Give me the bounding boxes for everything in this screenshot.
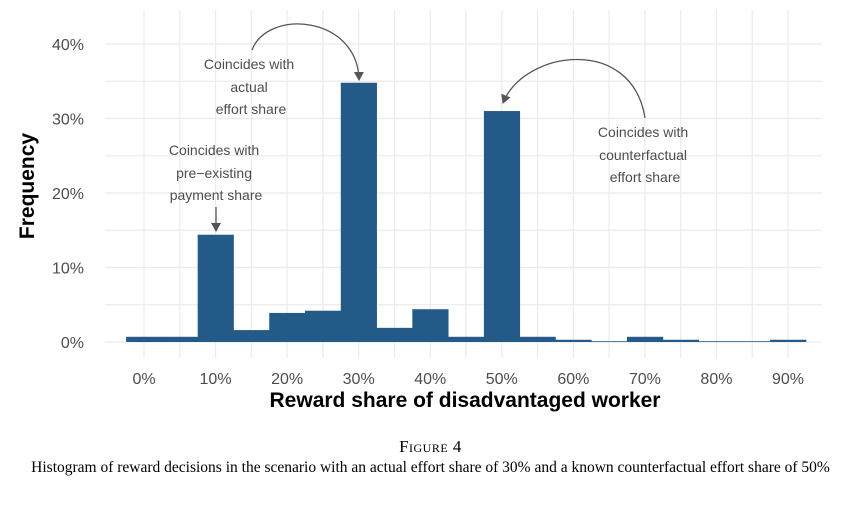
- y-tick-label-3: 30%: [52, 112, 84, 129]
- figure-caption: Histogram of reward decisions in the sce…: [31, 459, 830, 476]
- histogram-bar-13: [591, 341, 628, 343]
- annotation-counterfactual-line-3: effort share: [610, 169, 681, 185]
- y-tick-label-4: 40%: [52, 37, 84, 54]
- histogram-bar-2: [197, 234, 234, 342]
- histogram-bar-16: [698, 341, 735, 343]
- annotations: Coincides with pre−existing payment shar…: [169, 23, 692, 232]
- annotation-preexisting-line-2: pre−existing: [176, 165, 252, 181]
- annotation-actual-line-3: effort share: [216, 101, 287, 117]
- annotation-preexisting-line-1: Coincides with: [169, 142, 259, 158]
- annotation-counterfactual-line-1: Coincides with: [598, 124, 688, 140]
- x-axis-ticks: 0% 10% 20% 30% 40% 50% 60% 70% 80% 90%: [132, 371, 804, 388]
- x-tick-label-1: 10%: [200, 371, 232, 388]
- x-tick-label-0: 0%: [132, 371, 155, 388]
- histogram-bar-1: [161, 336, 199, 342]
- histogram-bar-8: [412, 309, 449, 342]
- x-tick-label-8: 80%: [700, 371, 732, 388]
- histogram-bar-12: [555, 339, 592, 342]
- annotation-actual: Coincides with actual effort share: [204, 56, 298, 117]
- arrow-counterfactual: [501, 58, 646, 119]
- y-tick-label-2: 20%: [52, 186, 84, 203]
- annotation-preexisting: Coincides with pre−existing payment shar…: [169, 142, 263, 203]
- bars: [126, 82, 807, 343]
- histogram-bar-7: [376, 327, 413, 342]
- annotation-counterfactual-line-2: counterfactual: [599, 147, 687, 163]
- histogram-bar-11: [519, 336, 556, 342]
- histogram-bar-18: [770, 339, 807, 342]
- histogram-bar-14: [627, 336, 664, 342]
- x-tick-label-3: 30%: [343, 371, 375, 388]
- figure-label: Figure 4: [399, 437, 462, 456]
- histogram-bar-4: [269, 312, 306, 342]
- histogram-chart: 0% 10% 20% 30% 40% 0% 10% 20% 30% 40% 50% 60% 70% 80…: [16, 10, 822, 412]
- histogram-bar-17: [734, 341, 771, 343]
- annotation-counterfactual: Coincides with counterfactual effort sha…: [598, 124, 692, 185]
- annotation-preexisting-line-3: payment share: [170, 187, 263, 203]
- x-tick-label-2: 20%: [271, 371, 303, 388]
- x-tick-label-7: 70%: [629, 371, 661, 388]
- annotation-actual-line-1: Coincides with: [204, 56, 294, 72]
- histogram-bar-15: [662, 339, 699, 342]
- histogram-bar-0: [126, 336, 163, 342]
- x-axis-title: Reward share of disadvantaged worker: [270, 389, 661, 412]
- arrow-actual: [251, 23, 364, 81]
- figure-caption-block: Figure 4 Histogram of reward decisions i…: [0, 436, 861, 478]
- y-tick-label-1: 10%: [52, 261, 84, 278]
- histogram-bar-6: [340, 82, 377, 343]
- histogram-bar-10: [483, 111, 521, 342]
- annotation-actual-line-2: actual: [230, 79, 267, 95]
- y-axis-ticks: 0% 10% 20% 30% 40%: [52, 37, 84, 352]
- x-tick-label-9: 90%: [772, 371, 804, 388]
- y-axis-title: Frequency: [16, 133, 39, 240]
- histogram-bar-5: [305, 310, 342, 342]
- y-tick-label-0: 0%: [61, 335, 84, 352]
- histogram-bar-3: [233, 330, 270, 342]
- x-tick-label-4: 40%: [414, 371, 446, 388]
- x-tick-label-6: 60%: [557, 371, 589, 388]
- histogram-bar-9: [448, 336, 485, 342]
- x-tick-label-5: 50%: [486, 371, 518, 388]
